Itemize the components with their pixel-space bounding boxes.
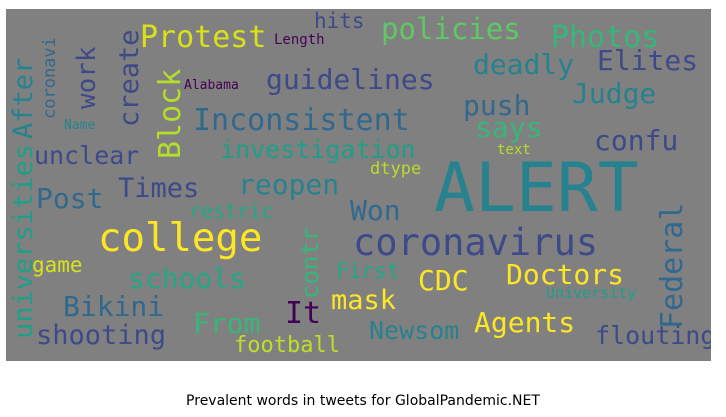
- word-flouting: flouting: [595, 321, 711, 350]
- word-from: From: [193, 307, 261, 340]
- word-investigation: investigation: [220, 135, 416, 164]
- word-won: Won: [350, 194, 401, 227]
- word-contr: contr: [296, 226, 324, 299]
- word-text: text: [497, 142, 531, 158]
- word-protest: Protest: [140, 20, 267, 55]
- word-university: University: [546, 284, 637, 302]
- word-post: Post: [36, 182, 104, 215]
- word-dtype: dtype: [370, 159, 422, 179]
- word-cloud: ALERT coronavirus college Protest polici…: [6, 9, 711, 361]
- word-college: college: [98, 216, 263, 261]
- word-hits: hits: [314, 9, 365, 33]
- word-times: Times: [118, 173, 200, 204]
- word-judge: Judge: [572, 77, 657, 110]
- word-alert: ALERT: [434, 149, 639, 228]
- word-schools: schools: [128, 262, 247, 295]
- word-football: football: [234, 333, 340, 358]
- word-create: create: [114, 29, 145, 127]
- word-coronavirus: coronavirus: [353, 221, 599, 264]
- word-guidelines: guidelines: [266, 63, 435, 96]
- figure-caption: Prevalent words in tweets for GlobalPand…: [186, 393, 540, 409]
- word-work: work: [72, 46, 102, 109]
- word-push: push: [463, 89, 531, 122]
- word-unclear: unclear: [34, 141, 140, 170]
- word-photos: Photos: [551, 20, 660, 55]
- word-alabama: Alabama: [184, 78, 239, 93]
- word-says: says: [475, 111, 543, 144]
- word-elites: Elites: [597, 44, 699, 77]
- word-first: First: [336, 259, 400, 283]
- word-newsom: Newsom: [369, 316, 460, 345]
- word-restric: restric: [189, 199, 274, 223]
- word-agents: Agents: [474, 306, 576, 339]
- word-block: Block: [153, 68, 188, 159]
- word-game: game: [32, 253, 83, 277]
- word-cdc: CDC: [418, 264, 469, 297]
- word-name: Name: [64, 118, 96, 133]
- word-federal: Federal: [655, 202, 690, 329]
- word-mask: mask: [331, 285, 397, 316]
- word-policies: policies: [381, 12, 521, 46]
- word-reopen: reopen: [238, 168, 340, 201]
- word-doctors: Doctors: [506, 258, 625, 291]
- word-inconsistent: Inconsistent: [193, 103, 410, 138]
- word-deadly: deadly: [473, 48, 575, 81]
- word-it: It: [285, 296, 322, 331]
- word-length: Length: [274, 32, 325, 48]
- word-after: After: [8, 57, 39, 139]
- word-coronavi: coronavi: [40, 37, 60, 119]
- word-bikini: Bikini: [63, 290, 165, 323]
- word-confu: confu: [594, 124, 679, 157]
- word-universities: universities: [8, 143, 39, 339]
- word-shooting: shooting: [36, 320, 167, 351]
